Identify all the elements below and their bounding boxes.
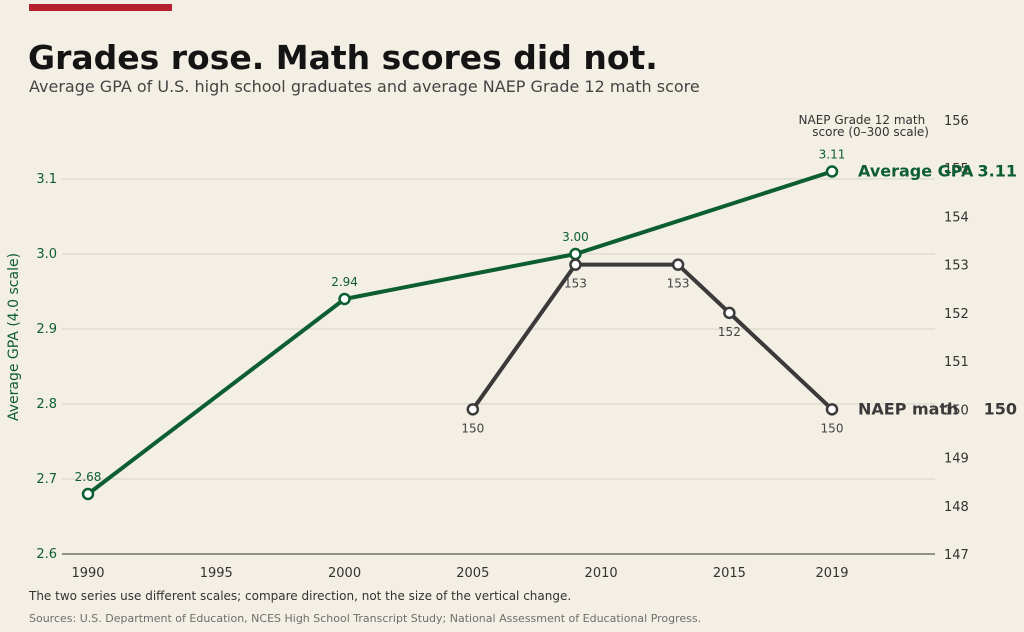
right-tick-label: 152	[944, 307, 969, 322]
gpa-data-label: 2.68	[75, 470, 102, 484]
right-tick-label: 147	[944, 548, 969, 563]
x-tick-label: 2000	[328, 566, 361, 581]
right-tick-label: 149	[944, 452, 969, 467]
naep-end-value: 150	[984, 399, 1017, 418]
source-note: Sources: U.S. Department of Education, N…	[29, 612, 702, 625]
left-tick-label: 3.0	[36, 247, 57, 262]
scale-note: The two series use different scales; com…	[29, 589, 572, 603]
gpa-point	[825, 165, 839, 178]
gridlines	[62, 178, 935, 480]
naep-point	[466, 403, 480, 416]
gpa-data-label: 2.94	[331, 275, 358, 289]
gpa-data-label: 3.00	[562, 230, 589, 244]
naep-point	[569, 258, 582, 271]
x-tick-label: 1995	[200, 566, 233, 581]
naep-data-label: 150	[821, 421, 844, 435]
x-tick-label: 2010	[585, 566, 618, 581]
naep-data-label: 152	[718, 325, 741, 339]
naep-data-label: 153	[564, 277, 587, 291]
right-tick-label: 153	[944, 259, 969, 274]
gpa-end-value: 3.11	[978, 162, 1017, 181]
left-tick-label: 3.1	[36, 172, 57, 187]
right-axis-title-line-2: score (0–300 scale)	[812, 125, 929, 139]
naep-point	[723, 306, 736, 320]
naep-end-label: NAEP math	[858, 399, 959, 418]
right-tick-label: 154	[944, 210, 969, 225]
right-axis-title-line-1: NAEP Grade 12 math	[799, 113, 926, 127]
naep-data-label: 153	[667, 277, 690, 291]
right-axis-ticks: 147 148 149 150 151 152 153 154 155 156	[944, 114, 969, 563]
chart-subtitle: Average GPA of U.S. high school graduate…	[29, 77, 700, 96]
left-axis-ticks: 2.6 2.7 2.8 2.9 3.0 3.1	[36, 172, 57, 562]
gpa-end-label: Average GPA	[858, 162, 974, 181]
naep-line	[471, 262, 834, 411]
right-tick-label: 150	[944, 403, 969, 418]
left-tick-label: 2.9	[36, 322, 57, 337]
x-tick-label: 2015	[713, 566, 746, 581]
chart-title: Grades rose. Math scores did not.	[28, 38, 658, 77]
x-tick-label: 2005	[456, 566, 489, 581]
gpa-data-label: 3.11	[819, 148, 846, 162]
left-tick-label: 2.7	[36, 472, 57, 487]
left-tick-label: 2.6	[36, 547, 57, 562]
gpa-line	[86, 169, 833, 496]
naep-point	[825, 403, 839, 416]
right-tick-label: 156	[944, 114, 969, 129]
gpa-point	[569, 247, 582, 261]
left-axis-title: Average GPA (4.0 scale)	[6, 253, 22, 421]
right-tick-label: 151	[944, 355, 969, 370]
right-tick-label: 148	[944, 500, 969, 515]
x-tick-label: 2019	[815, 566, 848, 581]
gpa-point	[81, 487, 95, 501]
left-tick-label: 2.8	[36, 397, 57, 412]
gpa-point	[338, 292, 351, 306]
naep-data-label: 150	[461, 421, 484, 435]
x-axis-ticks: 1990 1995 2000 2005 2010 2015 2019	[71, 566, 848, 581]
right-tick-label: 155	[944, 162, 969, 177]
accent-bar	[29, 4, 172, 11]
naep-point	[671, 258, 685, 271]
right-axis-title: NAEP Grade 12 math score (0–300 scale)	[799, 113, 929, 139]
x-tick-label: 1990	[71, 566, 104, 581]
